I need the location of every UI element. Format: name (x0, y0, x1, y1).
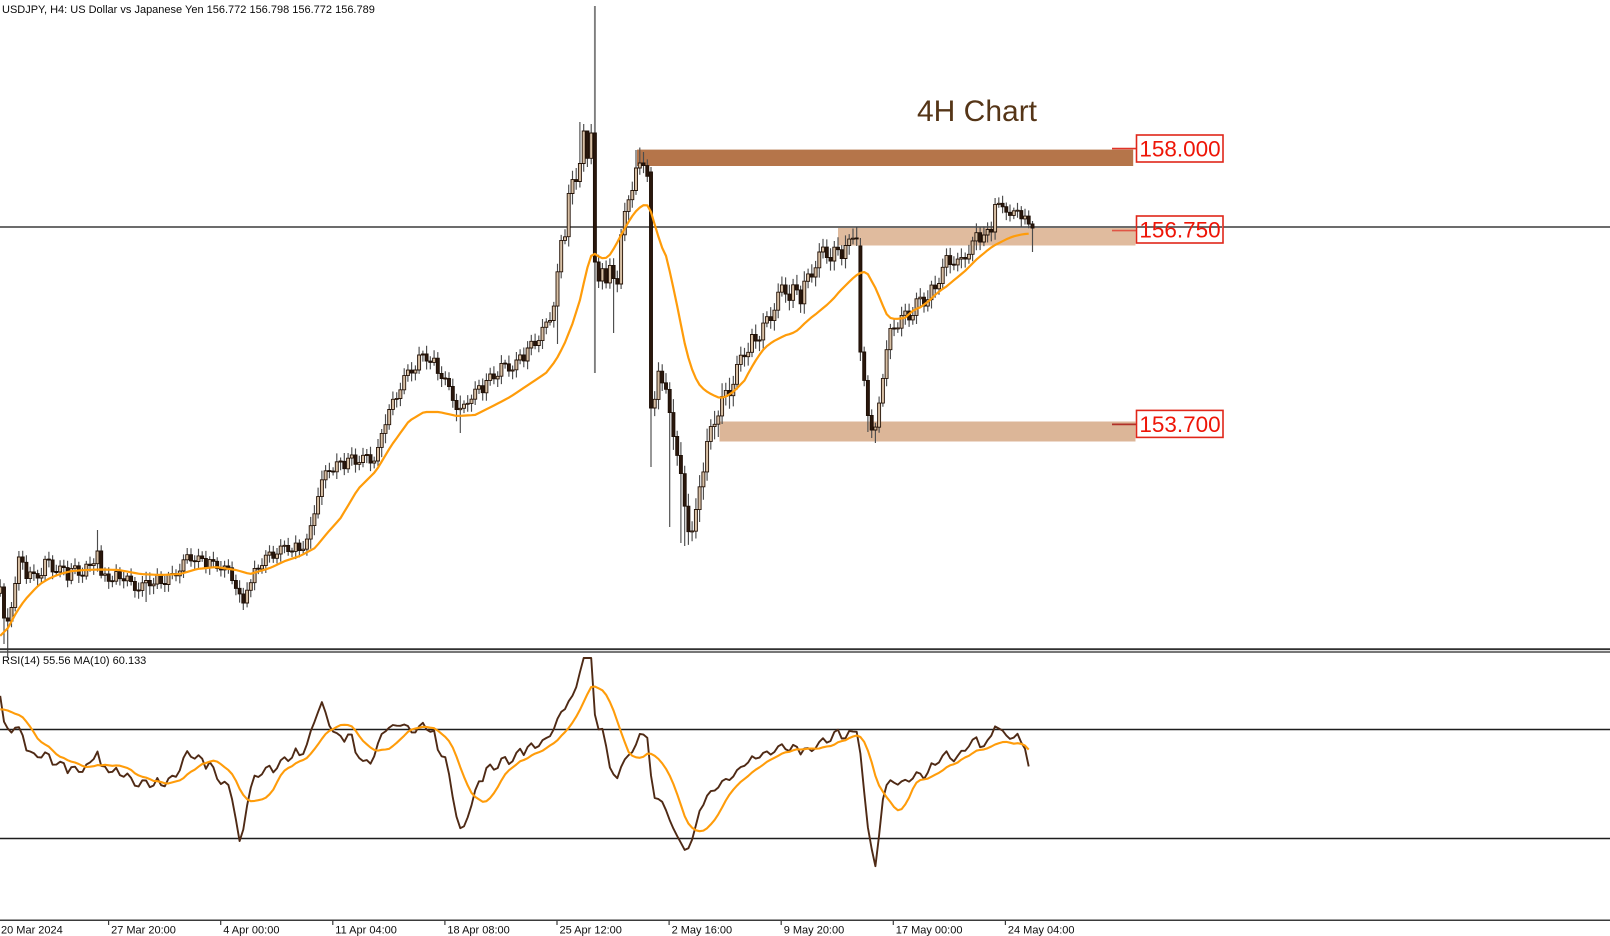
svg-text:RSI(14) 55.56 MA(10) 60.133: RSI(14) 55.56 MA(10) 60.133 (2, 655, 146, 667)
svg-text:USDJPY, H4: US Dollar vs Japa: USDJPY, H4: US Dollar vs Japanese Yen 15… (2, 4, 375, 16)
svg-text:4 Apr 00:00: 4 Apr 00:00 (223, 925, 279, 936)
svg-text:17 May 00:00: 17 May 00:00 (896, 925, 963, 936)
svg-text:9 May 20:00: 9 May 20:00 (784, 925, 845, 936)
svg-text:27 Mar 20:00: 27 Mar 20:00 (111, 925, 176, 936)
svg-text:2 May 16:00: 2 May 16:00 (672, 925, 733, 936)
svg-text:4H Chart: 4H Chart (917, 95, 1038, 128)
svg-text:11 Apr 04:00: 11 Apr 04:00 (335, 925, 397, 936)
svg-text:156.750: 156.750 (1139, 218, 1220, 243)
svg-text:153.700: 153.700 (1139, 412, 1220, 437)
svg-text:25 Apr 12:00: 25 Apr 12:00 (560, 925, 622, 936)
svg-text:20 Mar 2024: 20 Mar 2024 (1, 925, 63, 936)
svg-text:158.000: 158.000 (1139, 137, 1220, 162)
svg-text:18 Apr 08:00: 18 Apr 08:00 (447, 925, 509, 936)
svg-text:24 May 04:00: 24 May 04:00 (1008, 925, 1075, 936)
